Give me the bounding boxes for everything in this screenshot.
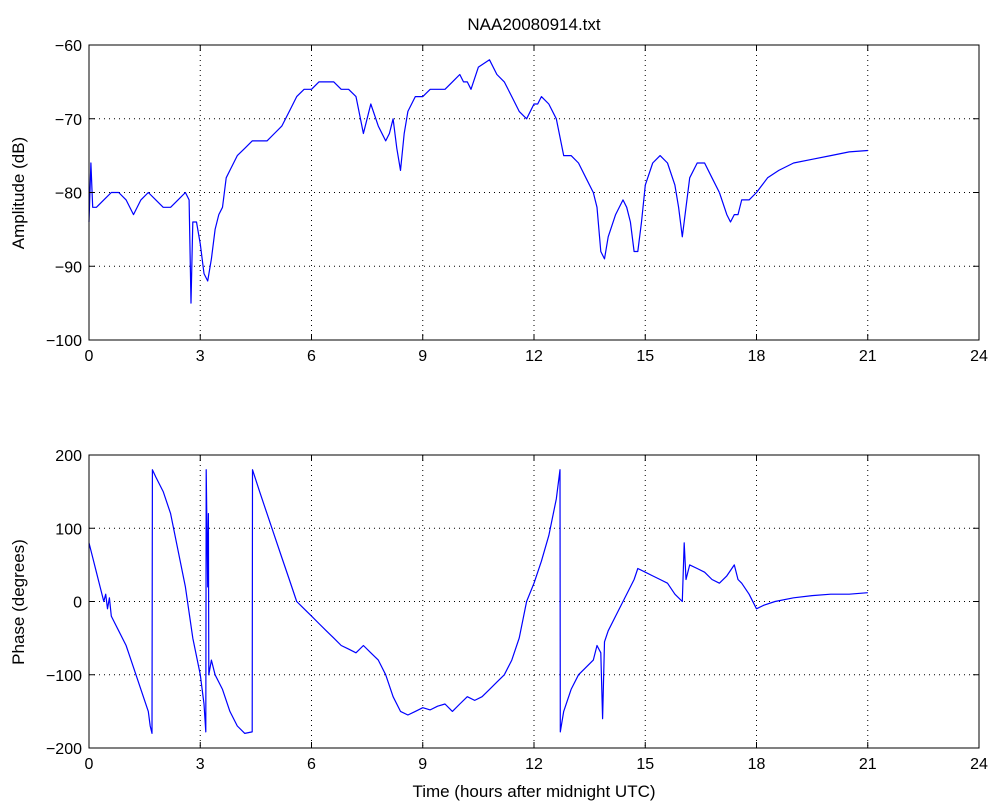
phase-x-tick-label: 24 [970, 756, 988, 773]
amplitude-y-tick-label: −90 [55, 259, 82, 276]
amplitude-x-tick-label: 18 [748, 348, 766, 365]
amplitude-y-tick-label: −80 [55, 186, 82, 203]
phase-y-tick-label: 100 [55, 521, 82, 538]
amplitude-x-tick-label: 24 [970, 348, 988, 365]
phase-x-tick-label: 12 [525, 756, 543, 773]
amplitude-plot: NAA20080914.txt 0 3 6 9 12 15 18 21 24 −60 −70 −80 −… [9, 15, 988, 365]
phase-x-axis-label: Time (hours after midnight UTC) [412, 782, 655, 801]
phase-x-tick-label: 6 [307, 756, 316, 773]
phase-y-tick-label: −200 [46, 741, 82, 758]
amplitude-plot-title: NAA20080914.txt [467, 15, 601, 34]
phase-ticks: 0 3 6 9 12 15 18 21 24 200 100 0 −100 −200 [46, 448, 988, 773]
amplitude-x-tick-label: 0 [85, 348, 94, 365]
amplitude-data [88, 59, 868, 304]
amplitude-x-tick-label: 21 [859, 348, 877, 365]
amplitude-x-tick-label: 15 [636, 348, 654, 365]
phase-x-tick-label: 0 [85, 756, 94, 773]
amplitude-x-tick-label: 6 [307, 348, 316, 365]
phase-y-tick-label: 200 [55, 448, 82, 465]
amplitude-x-tick-label: 3 [196, 348, 205, 365]
phase-y-tick-label: −100 [46, 668, 82, 685]
amplitude-series-line [88, 59, 868, 304]
phase-grid [89, 455, 979, 748]
amplitude-y-tick-label: −100 [46, 333, 82, 350]
phase-x-tick-label: 3 [196, 756, 205, 773]
amplitude-x-tick-label: 9 [418, 348, 427, 365]
phase-x-tick-label: 15 [636, 756, 654, 773]
amplitude-grid [89, 45, 979, 340]
amplitude-y-axis-label: Amplitude (dB) [9, 137, 28, 249]
phase-series-line [88, 469, 868, 734]
phase-x-tick-label: 9 [418, 756, 427, 773]
phase-plot: 0 3 6 9 12 15 18 21 24 200 100 0 −100 −200 Phase (deg… [9, 448, 988, 801]
amplitude-y-tick-label: −60 [55, 38, 82, 55]
phase-y-tick-label: 0 [73, 595, 82, 612]
phase-data [88, 469, 868, 734]
amplitude-x-tick-label: 12 [525, 348, 543, 365]
phase-x-tick-label: 21 [859, 756, 877, 773]
amplitude-y-tick-label: −70 [55, 112, 82, 129]
phase-x-tick-label: 18 [748, 756, 766, 773]
amplitude-ticks: 0 3 6 9 12 15 18 21 24 −60 −70 −80 −90 −100 [46, 38, 988, 365]
phase-y-axis-label: Phase (degrees) [9, 539, 28, 665]
